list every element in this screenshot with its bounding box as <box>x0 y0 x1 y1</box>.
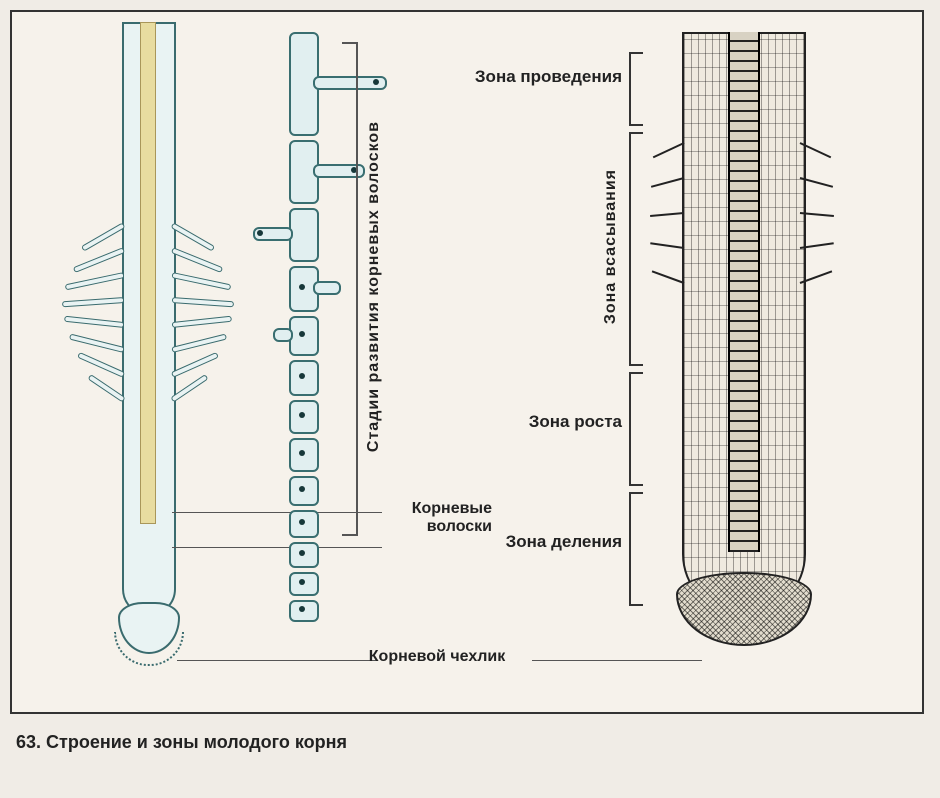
zone-bracket-absorption <box>629 132 643 366</box>
root-hair <box>64 316 124 328</box>
label-root-hairs: Корневые волоски <box>382 500 492 535</box>
root-hair <box>171 352 219 378</box>
nucleus <box>299 550 305 556</box>
zone-label-division: Зона деления <box>442 532 622 552</box>
right-root-vascular <box>728 32 760 552</box>
root-hair <box>73 247 125 273</box>
root-hair <box>65 272 125 290</box>
root-hair <box>77 352 125 378</box>
root-hair <box>81 222 126 251</box>
nucleus <box>257 230 263 236</box>
label-root-cap: Корневой чехлик <box>337 648 537 666</box>
left-root-cap-cells <box>114 632 184 666</box>
right-root-cap <box>676 572 812 646</box>
root-hair <box>170 374 208 402</box>
root-hair <box>88 374 126 402</box>
right-root <box>642 32 842 672</box>
figure-number: 63. <box>16 732 41 752</box>
nucleus <box>299 373 305 379</box>
zone-label-conduction: Зона проведения <box>442 67 622 87</box>
stages-label: Стадии развития корневых волосков <box>364 42 384 532</box>
root-hair-stages <box>267 32 337 632</box>
zone-label-growth: Зона роста <box>442 412 622 432</box>
nucleus <box>299 450 305 456</box>
root-hair <box>172 316 232 328</box>
root-hair <box>651 177 684 188</box>
root-hair <box>62 297 124 307</box>
root-hair <box>171 334 227 353</box>
figure-title: Строение и зоны молодого корня <box>46 732 347 752</box>
root-hair <box>171 247 223 273</box>
root-hair <box>652 270 685 284</box>
epidermal-cell <box>289 208 319 262</box>
root-hair <box>653 142 685 158</box>
nucleus <box>299 519 305 525</box>
zone-bracket-division <box>629 492 643 606</box>
nucleus <box>299 606 305 612</box>
root-hair-cell <box>273 328 293 342</box>
root-hair <box>650 212 684 217</box>
zone-bracket-growth <box>629 372 643 486</box>
nucleus <box>299 284 305 290</box>
zone-label-absorption: Зона всасывания <box>601 132 621 362</box>
root-hair <box>171 222 216 251</box>
root-hair <box>172 297 234 307</box>
figure-caption: 63. Строение и зоны молодого корня <box>16 732 930 753</box>
root-hair <box>69 334 125 353</box>
left-root <box>82 22 212 662</box>
nucleus <box>299 486 305 492</box>
nucleus <box>299 579 305 585</box>
zone-bracket-conduction <box>629 52 643 126</box>
nucleus <box>299 412 305 418</box>
root-hair-cell <box>313 281 341 295</box>
nucleus <box>299 331 305 337</box>
root-hair <box>650 242 684 249</box>
root-hair <box>171 272 231 290</box>
stages-bracket <box>342 42 358 536</box>
diagram-frame: Корневые волоски Корневой чехлик Стадии … <box>10 10 924 714</box>
left-root-xylem <box>140 22 156 524</box>
